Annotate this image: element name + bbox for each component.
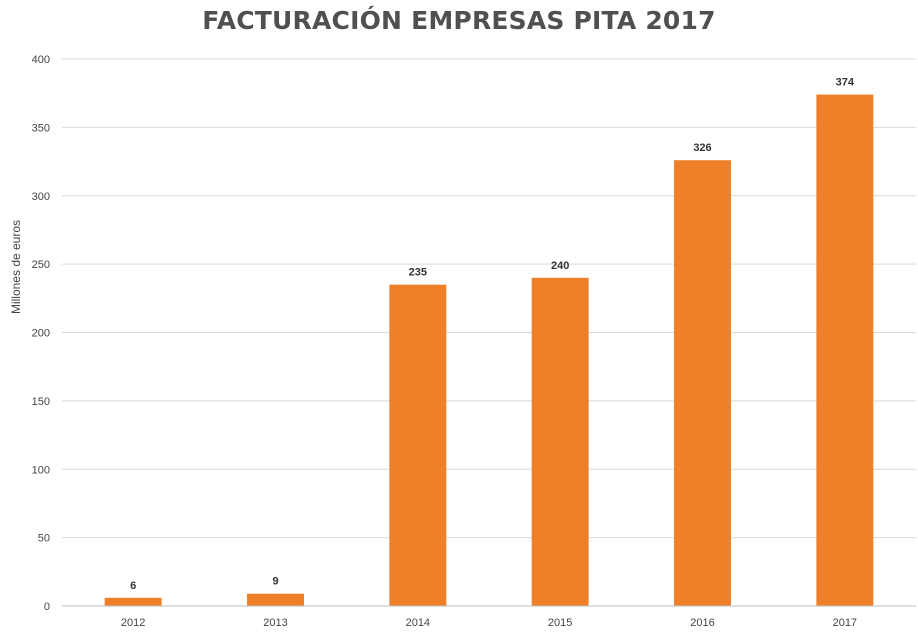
data-label: 235	[409, 267, 427, 279]
bar	[816, 94, 874, 607]
y-tick-label: 400	[32, 54, 50, 66]
data-label: 240	[551, 260, 569, 272]
data-label: 9	[272, 576, 278, 588]
y-tick-label: 300	[32, 191, 50, 203]
x-tick-label: 2017	[833, 617, 857, 629]
y-axis-ticks: 0 50 100 150 200 250 300 350 400	[32, 54, 50, 613]
gridlines	[62, 58, 916, 539]
x-tick-label: 2016	[690, 617, 714, 629]
bar	[389, 284, 447, 606]
bars	[104, 94, 874, 607]
x-axis-ticks: 2012 2013 2014 2015 2016 2017	[121, 617, 857, 629]
x-tick-label: 2013	[263, 617, 287, 629]
bar	[531, 277, 589, 606]
bar	[674, 160, 731, 606]
y-tick-label: 200	[32, 328, 50, 340]
chart-title: FACTURACIÓN EMPRESAS PITA 2017	[202, 6, 716, 35]
x-tick-label: 2012	[121, 617, 145, 629]
y-tick-label: 50	[38, 533, 50, 545]
y-tick-label: 0	[44, 601, 50, 613]
bar	[247, 593, 304, 606]
y-tick-label: 150	[32, 396, 50, 408]
y-tick-label: 100	[32, 464, 50, 476]
x-tick-label: 2014	[406, 617, 430, 629]
data-label: 6	[130, 580, 136, 592]
y-tick-label: 250	[32, 259, 50, 271]
data-labels: 6 9 235 240 326 374	[130, 77, 855, 592]
y-axis-title: Millones de euros	[9, 220, 23, 314]
data-label: 326	[693, 142, 711, 154]
data-label: 374	[836, 77, 855, 89]
y-tick-label: 350	[32, 122, 50, 134]
x-tick-label: 2015	[548, 617, 572, 629]
bar	[104, 597, 162, 606]
